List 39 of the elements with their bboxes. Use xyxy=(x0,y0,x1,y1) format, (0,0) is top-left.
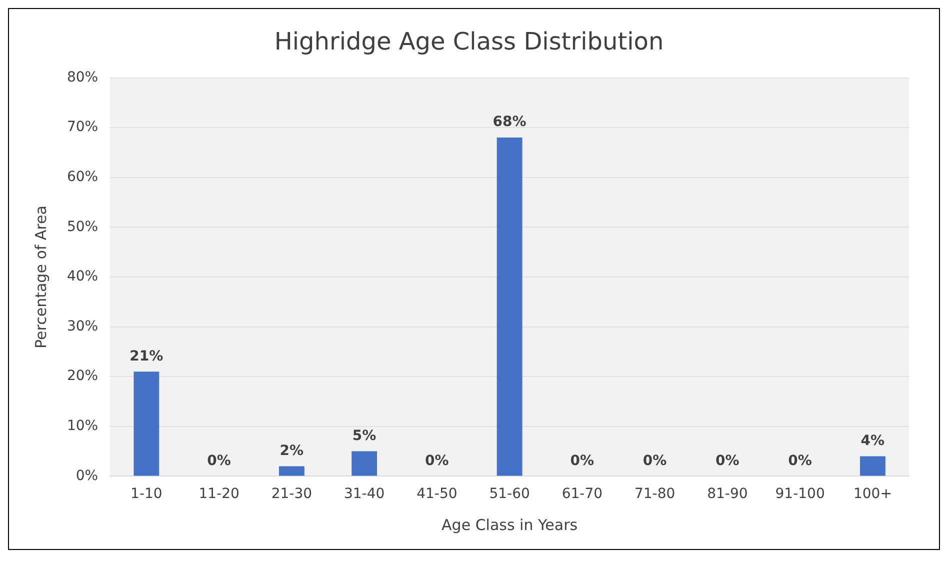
x-tick-label: 71-80 xyxy=(634,486,676,502)
y-tick-label: 50% xyxy=(66,218,98,235)
y-tick-label: 60% xyxy=(66,169,98,186)
x-tick-label: 91-100 xyxy=(775,486,825,502)
x-tick-label: 31-40 xyxy=(344,486,385,502)
x-tick-label: 100+ xyxy=(853,486,892,502)
data-label: 68% xyxy=(492,114,526,130)
x-tick-label: 1-10 xyxy=(130,486,162,502)
x-tick-label: 41-50 xyxy=(416,486,458,502)
bar xyxy=(860,456,886,476)
bar xyxy=(278,466,304,476)
y-tick-label: 70% xyxy=(66,119,98,136)
x-tick-label: 21-30 xyxy=(271,486,312,502)
x-tick-label: 81-90 xyxy=(707,486,748,502)
y-axis-title: Percentage of Area xyxy=(32,206,50,348)
data-label: 5% xyxy=(352,428,376,444)
y-tick-label: 0% xyxy=(76,468,98,484)
data-label: 21% xyxy=(130,348,164,364)
data-label: 0% xyxy=(570,452,594,469)
y-tick-label: 80% xyxy=(66,69,98,86)
y-tick-label: 20% xyxy=(66,368,98,384)
data-label: 0% xyxy=(642,452,667,469)
x-tick-label: 51-60 xyxy=(489,486,530,502)
bar xyxy=(134,372,160,476)
x-tick-label: 61-70 xyxy=(562,486,603,502)
data-label: 0% xyxy=(207,452,231,469)
data-label: 2% xyxy=(280,442,304,459)
chart-title: Highridge Age Class Distribution xyxy=(274,28,664,56)
bar xyxy=(352,451,378,476)
y-tick-label: 40% xyxy=(66,268,98,285)
x-tick-label: 11-20 xyxy=(198,486,240,502)
data-label: 0% xyxy=(788,452,812,469)
y-tick-label: 10% xyxy=(66,418,98,434)
x-axis-title: Age Class in Years xyxy=(442,516,578,534)
y-tick-label: 30% xyxy=(66,318,98,334)
bar xyxy=(496,138,522,476)
data-label: 4% xyxy=(860,432,885,449)
data-label: 0% xyxy=(716,452,740,469)
data-label: 0% xyxy=(425,452,449,469)
